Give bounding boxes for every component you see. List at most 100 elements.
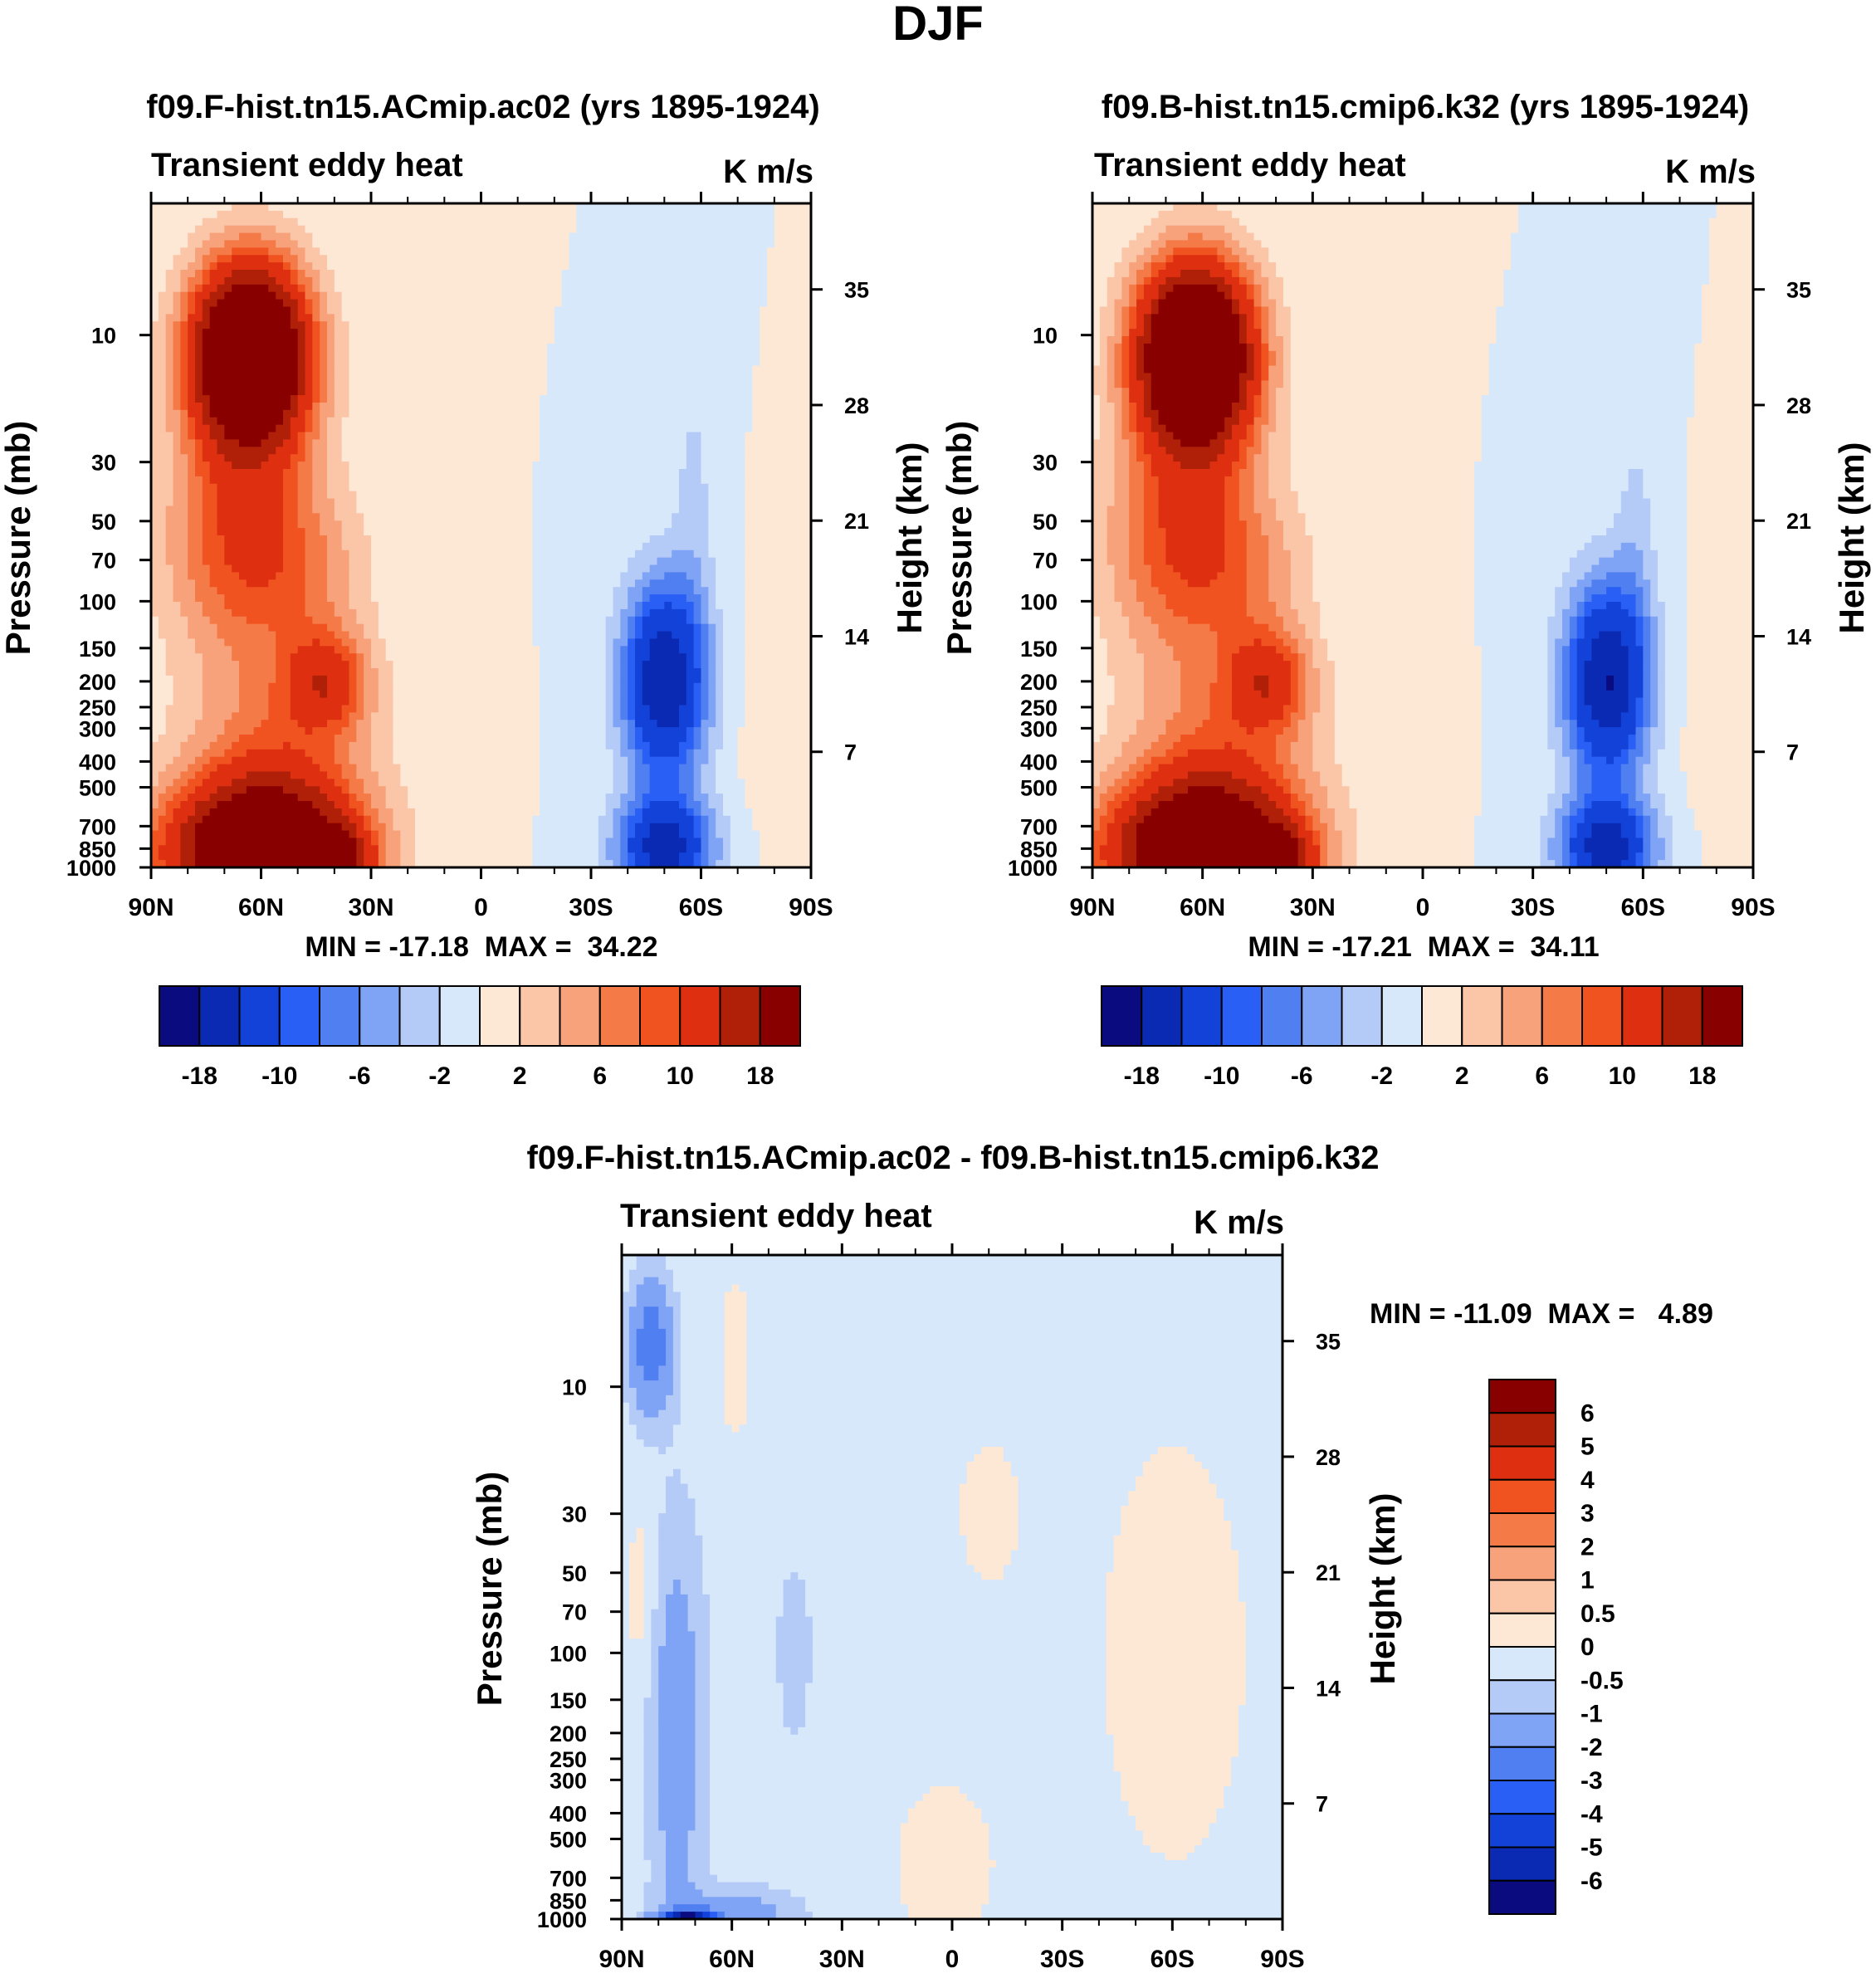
contour-cell [1555,682,1563,691]
contour-cell [643,1697,659,1706]
contour-cell [701,602,709,610]
y-tick-label: 100 [1020,589,1058,614]
contour-cell [341,808,357,817]
contour-cell [1473,476,1629,485]
contour-cell [349,594,372,603]
contour-cell [1143,528,1167,536]
contour-cell [666,1343,674,1352]
contour-cell [1107,549,1130,559]
contour-cell [151,403,167,411]
contour-cell [643,1321,659,1330]
contour-cell [708,535,746,544]
contour-cell [1356,808,1483,817]
contour-cell [636,1432,674,1440]
contour-cell [165,720,196,728]
contour-cell [151,860,167,868]
contour-cell [1253,321,1263,330]
contour-cell [672,1365,682,1374]
contour-cell [658,1513,696,1521]
contour-cell [635,727,643,735]
contour-cell [783,1587,806,1595]
contour-cell [1628,675,1644,684]
contour-cell [1158,513,1225,521]
contour-cell [761,1897,806,1905]
contour-cell [232,564,284,574]
contour-cell [1268,454,1292,462]
contour-cell [628,1580,645,1588]
contour-cell [165,276,181,286]
colorbar-swatch [1261,985,1303,1047]
contour-cell [679,801,687,809]
contour-cell [209,314,291,322]
contour-cell [620,682,628,691]
contour-cell [1481,439,1688,447]
contour-cell [716,587,746,595]
contour-cell [672,1328,682,1337]
contour-cell [613,587,628,595]
contour-cell [716,1874,901,1883]
contour-cell [239,697,269,706]
contour-cell [283,476,299,485]
contour-cell [1231,1764,1283,1772]
contour-cell [173,469,188,477]
contour-cell [1496,321,1703,330]
contour-cell [188,291,196,300]
contour-cell [1517,225,1710,234]
contour-cell [981,1572,1004,1580]
contour-cell [1276,350,1284,359]
contour-cell [680,1587,703,1595]
colorbar-swatch [1101,985,1143,1047]
contour-cell [1297,682,1307,691]
contour-cell [1092,852,1101,861]
contour-cell [393,668,540,676]
contour-cell [783,1712,806,1721]
contour-cell [708,505,746,514]
contour-cell [693,653,702,662]
contour-cell [1481,417,1688,426]
contour-cell [1261,240,1512,248]
contour-cell [151,462,174,470]
contour-cell [1246,380,1263,388]
contour-cell [1092,447,1116,455]
panel-a: f09.F-hist.tn15.ACmip.ac02 (yrs 1895-192… [0,89,929,963]
contour-cell [1106,1726,1239,1736]
contour-cell [1555,705,1563,713]
contour-cell [672,1343,682,1352]
contour-cell [1576,638,1593,647]
contour-cell [400,771,540,779]
contour-cell [672,1306,682,1315]
contour-cell [1209,705,1233,713]
contour-cell [658,1904,674,1912]
contour-cell [1584,697,1629,706]
contour-cell [1334,712,1483,720]
contour-cell [1576,705,1593,713]
contour-cell [746,1373,1283,1381]
contour-cell [605,690,614,699]
contour-cell [1576,602,1585,610]
contour-cell [195,358,203,367]
contour-cell [188,424,196,433]
contour-cell [1297,823,1307,832]
contour-cell [1297,735,1313,743]
contour-cell [239,439,262,447]
contour-cell [297,520,320,529]
contour-cell [1107,291,1122,300]
contour-cell [232,779,306,787]
contour-cell [1687,491,1754,500]
contour-cell [752,365,812,374]
contour-cell [1261,520,1284,529]
contour-cell [1708,232,1754,242]
contour-cell [695,1726,711,1736]
contour-cell [695,1800,711,1810]
contour-cell [628,602,636,610]
contour-cell [1121,321,1130,330]
contour-cell [1151,395,1240,403]
contour-cell [1099,329,1116,337]
contour-cell [672,1373,682,1381]
contour-cell [165,380,174,388]
contour-cell [1268,815,1292,824]
contour-cell [745,462,812,470]
contour-cell [1555,646,1563,654]
contour-cell [151,720,167,728]
contour-cell [1297,616,1321,625]
